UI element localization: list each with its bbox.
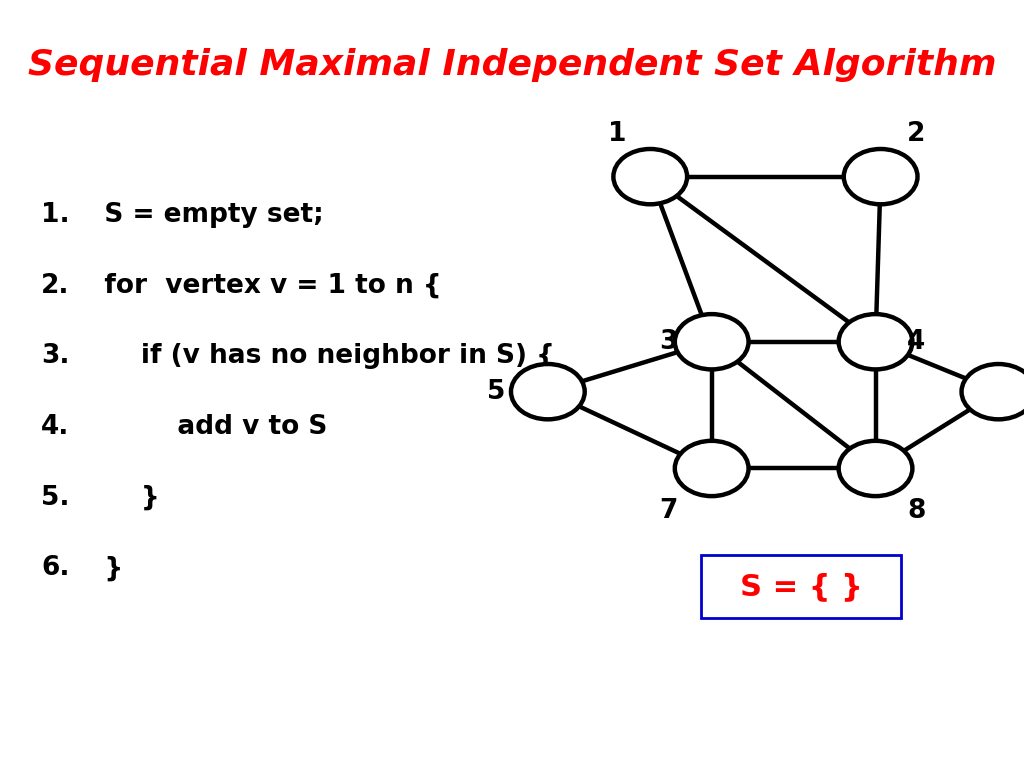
Circle shape xyxy=(839,441,912,496)
Text: S = { }: S = { } xyxy=(740,572,862,601)
Text: Sequential Maximal Independent Set Algorithm: Sequential Maximal Independent Set Algor… xyxy=(28,48,996,82)
Text: 4: 4 xyxy=(907,329,926,355)
Text: }: } xyxy=(77,555,123,581)
Text: for  vertex v = 1 to n {: for vertex v = 1 to n { xyxy=(77,273,441,299)
Text: 3: 3 xyxy=(659,329,678,355)
Text: 5.: 5. xyxy=(41,485,70,511)
Text: 6.: 6. xyxy=(41,555,70,581)
Text: S = empty set;: S = empty set; xyxy=(77,202,324,228)
Circle shape xyxy=(511,364,585,419)
Text: 2: 2 xyxy=(907,121,926,147)
Circle shape xyxy=(839,314,912,369)
Text: 1: 1 xyxy=(608,121,627,147)
Text: 2.: 2. xyxy=(41,273,70,299)
Text: 5: 5 xyxy=(487,379,506,405)
Circle shape xyxy=(962,364,1024,419)
Text: if (v has no neighbor in S) {: if (v has no neighbor in S) { xyxy=(77,343,555,369)
Text: 8: 8 xyxy=(907,498,926,524)
Text: add v to S: add v to S xyxy=(77,414,328,440)
FancyBboxPatch shape xyxy=(701,555,901,618)
Text: }: } xyxy=(77,485,160,511)
Circle shape xyxy=(844,149,918,204)
Circle shape xyxy=(613,149,687,204)
Circle shape xyxy=(675,314,749,369)
Text: 3.: 3. xyxy=(41,343,70,369)
Text: 1.: 1. xyxy=(41,202,70,228)
Text: 4.: 4. xyxy=(41,414,70,440)
Circle shape xyxy=(675,441,749,496)
Text: 7: 7 xyxy=(659,498,678,524)
